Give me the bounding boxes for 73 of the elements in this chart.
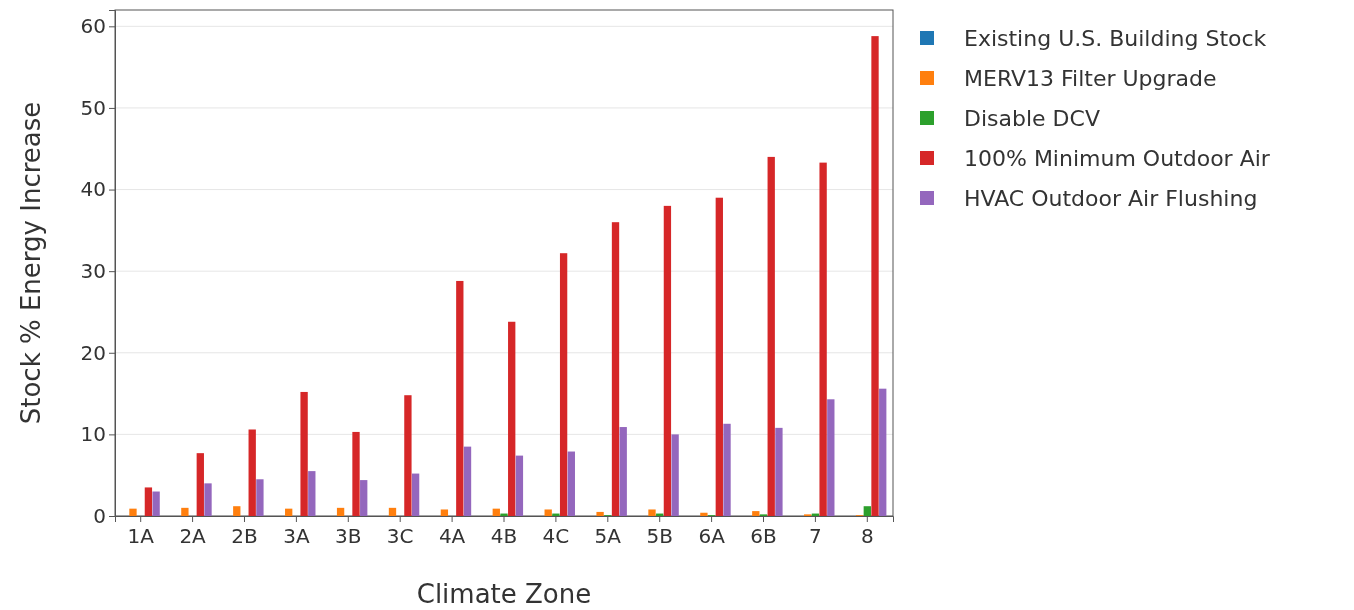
bar [871, 36, 879, 516]
x-tick-label: 8 [860, 524, 874, 548]
bar [723, 423, 731, 516]
x-tick-label: 5A [594, 524, 622, 548]
bar [827, 399, 835, 516]
x-tick-label: 1A [127, 524, 155, 548]
x-tick-label: 6A [698, 524, 726, 548]
bar [144, 487, 153, 516]
bar [715, 197, 723, 516]
bar [129, 508, 137, 516]
bar [611, 222, 620, 516]
bar [752, 511, 760, 516]
y-tick-label: 50 [80, 95, 106, 120]
y-tick-label: 30 [80, 259, 106, 284]
legend-label: Disable DCV [964, 105, 1100, 131]
x-tick-label: 4A [438, 524, 466, 548]
bar [463, 446, 472, 516]
bar [181, 507, 189, 516]
legend-label: 100% Minimum Outdoor Air [964, 145, 1271, 171]
x-tick-label: 2A [179, 524, 207, 548]
bar [671, 434, 679, 516]
bar [648, 509, 656, 516]
bar [152, 491, 160, 516]
bar [352, 431, 360, 516]
bar [308, 471, 316, 516]
bar [619, 427, 627, 516]
bar [360, 480, 368, 516]
y-tick-label: 40 [80, 177, 106, 202]
x-tick-label: 2B [231, 524, 258, 548]
y-axis-title: Stock % Energy Increase [16, 101, 46, 425]
x-tick-label: 3B [335, 524, 362, 548]
bar [388, 507, 397, 516]
bar [411, 473, 420, 516]
x-axis-title: Climate Zone [416, 579, 592, 609]
bar [440, 509, 449, 516]
bar [492, 508, 500, 516]
y-tick-label: 20 [80, 340, 106, 365]
x-tick-label: 7 [809, 524, 822, 548]
bar [515, 455, 524, 516]
bar [233, 506, 241, 516]
bar [775, 427, 783, 516]
bar [204, 483, 212, 516]
bar [404, 395, 412, 516]
bar [819, 162, 827, 516]
bar [336, 507, 345, 516]
bar [544, 509, 552, 516]
x-tick-label: 5B [646, 524, 673, 548]
y-tick-label: 0 [93, 503, 106, 528]
x-tick-label: 3A [283, 524, 310, 548]
x-tick-label: 6B [750, 524, 777, 548]
legend-label: HVAC Outdoor Air Flushing [964, 185, 1258, 211]
bar [567, 451, 575, 516]
x-tick-label: 3C [386, 524, 414, 548]
bar [196, 453, 204, 516]
bar [663, 205, 672, 516]
bar [596, 511, 604, 516]
bar [559, 253, 568, 516]
bar [248, 429, 256, 516]
bar [863, 506, 871, 516]
x-tick-label: 4C [542, 524, 570, 548]
y-tick-label: 60 [80, 14, 106, 39]
legend-label: Existing U.S. Building Stock [964, 25, 1267, 51]
bar [285, 508, 293, 516]
y-tick-label: 10 [80, 422, 106, 447]
bar [700, 512, 708, 516]
x-tick-label: 4B [490, 524, 518, 548]
legend-label: MERV13 Filter Upgrade [964, 65, 1217, 91]
bar [879, 388, 887, 516]
bar [508, 321, 516, 516]
bar [256, 479, 264, 516]
bar [767, 156, 775, 516]
bar [300, 391, 308, 516]
bar [456, 280, 464, 516]
